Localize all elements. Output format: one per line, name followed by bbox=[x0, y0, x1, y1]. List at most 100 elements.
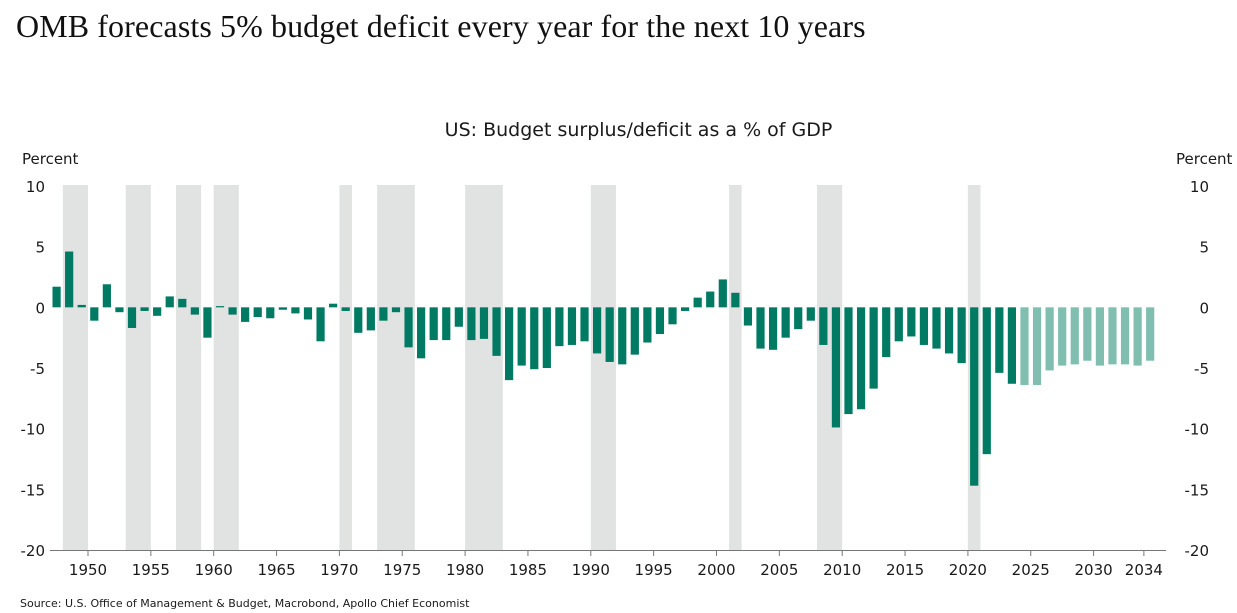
bar-actual bbox=[643, 307, 652, 343]
bar-forecast bbox=[1133, 307, 1142, 366]
bar-actual bbox=[140, 307, 149, 311]
bars bbox=[52, 251, 1155, 486]
bar-actual bbox=[668, 307, 677, 325]
bar-forecast bbox=[1083, 307, 1092, 361]
y-tick-label-left: -10 bbox=[21, 421, 46, 439]
bar-actual bbox=[291, 307, 300, 314]
x-tick-label: 2030 bbox=[1075, 561, 1113, 579]
y-tick-label-left: 5 bbox=[35, 239, 45, 257]
y-tick-label-right: 0 bbox=[1199, 299, 1209, 317]
bar-actual bbox=[819, 307, 828, 345]
bar-actual bbox=[404, 307, 413, 348]
bar-actual bbox=[542, 307, 551, 368]
x-tick-label: 1980 bbox=[446, 561, 484, 579]
x-tick-label: 1955 bbox=[132, 561, 170, 579]
y-tick-label-left: -20 bbox=[21, 542, 46, 560]
bar-actual bbox=[391, 307, 401, 313]
y-tick-label-right: 5 bbox=[1199, 239, 1209, 257]
bar-actual bbox=[794, 307, 803, 330]
bar-actual bbox=[567, 307, 577, 345]
bar-actual bbox=[479, 307, 489, 339]
bar-forecast bbox=[1032, 307, 1042, 385]
bar-actual bbox=[856, 307, 866, 410]
left-axis-unit-label: Percent bbox=[22, 150, 79, 168]
bar-actual bbox=[379, 307, 388, 321]
x-tick-label: 2025 bbox=[1012, 561, 1050, 579]
bar-actual bbox=[706, 291, 715, 308]
x-tick-label: 1965 bbox=[257, 561, 295, 579]
bar-actual bbox=[153, 307, 162, 316]
bar-actual bbox=[203, 307, 212, 338]
recession-band bbox=[175, 185, 202, 550]
bar-actual bbox=[831, 307, 841, 428]
bar-actual bbox=[215, 306, 225, 308]
recession-band bbox=[213, 185, 239, 550]
bar-actual bbox=[165, 296, 174, 308]
bar-actual bbox=[241, 307, 250, 322]
bar-forecast bbox=[1095, 307, 1104, 366]
x-tick-label: 2034 bbox=[1125, 561, 1163, 579]
bar-actual bbox=[718, 279, 727, 308]
bar-actual bbox=[467, 307, 476, 341]
x-tick-label: 1960 bbox=[195, 561, 233, 579]
bar-actual bbox=[605, 307, 614, 362]
x-tick-label: 1995 bbox=[635, 561, 673, 579]
bar-actual bbox=[781, 307, 790, 338]
y-tick-label-right: -20 bbox=[1185, 542, 1210, 560]
chart-title: US: Budget surplus/deficit as a % of GDP bbox=[444, 119, 833, 141]
recession-band bbox=[590, 185, 616, 550]
recession-band bbox=[729, 185, 742, 550]
headline: OMB forecasts 5% budget deficit every ye… bbox=[16, 8, 866, 44]
recession-band bbox=[465, 185, 503, 550]
bar-actual bbox=[580, 307, 589, 342]
bar-actual bbox=[618, 307, 627, 365]
y-tick-label-right: -10 bbox=[1185, 421, 1210, 439]
bar-actual bbox=[354, 307, 363, 333]
x-tick-label: 2000 bbox=[697, 561, 735, 579]
x-tick-label: 1970 bbox=[320, 561, 358, 579]
bar-actual bbox=[593, 307, 602, 354]
bar-actual bbox=[957, 307, 966, 364]
bar-actual bbox=[65, 251, 74, 308]
x-tick-label: 2015 bbox=[886, 561, 924, 579]
bar-actual bbox=[492, 307, 501, 356]
x-tick-label: 1950 bbox=[69, 561, 107, 579]
bar-actual bbox=[77, 304, 86, 308]
source-note: Source: U.S. Office of Management & Budg… bbox=[20, 597, 470, 610]
bar-actual bbox=[869, 307, 878, 389]
bar-actual bbox=[178, 298, 187, 308]
y-tick-label-left: -15 bbox=[21, 481, 46, 499]
bar-actual bbox=[442, 307, 451, 341]
bar-actual bbox=[102, 284, 111, 308]
bar-actual bbox=[932, 307, 941, 349]
recession-band bbox=[377, 185, 415, 550]
bar-forecast bbox=[1120, 307, 1130, 365]
bar-actual bbox=[1007, 307, 1017, 384]
x-tick-label: 1975 bbox=[383, 561, 421, 579]
y-tick-label-right: -15 bbox=[1185, 481, 1210, 499]
bar-actual bbox=[429, 307, 438, 341]
recession-band bbox=[339, 185, 352, 550]
bar-forecast bbox=[1070, 307, 1079, 365]
bar-actual bbox=[894, 307, 903, 342]
bar-actual bbox=[555, 307, 564, 347]
bar-actual bbox=[907, 307, 916, 337]
bar-forecast bbox=[1146, 307, 1155, 361]
bar-actual bbox=[127, 307, 137, 328]
bar-forecast bbox=[1108, 307, 1117, 365]
recession-band bbox=[62, 185, 88, 550]
bar-actual bbox=[341, 307, 350, 311]
bar-actual bbox=[52, 286, 61, 308]
bar-actual bbox=[278, 307, 287, 310]
bar-forecast bbox=[1058, 307, 1067, 366]
x-tick-label: 2020 bbox=[949, 561, 987, 579]
bar-actual bbox=[190, 307, 199, 315]
bar-actual bbox=[517, 307, 526, 366]
bar-actual bbox=[844, 307, 853, 415]
bar-forecast bbox=[1045, 307, 1054, 371]
x-tick-label: 1990 bbox=[572, 561, 610, 579]
y-tick-label-left: 10 bbox=[26, 178, 45, 196]
bar-actual bbox=[731, 292, 740, 308]
bar-actual bbox=[982, 307, 991, 455]
